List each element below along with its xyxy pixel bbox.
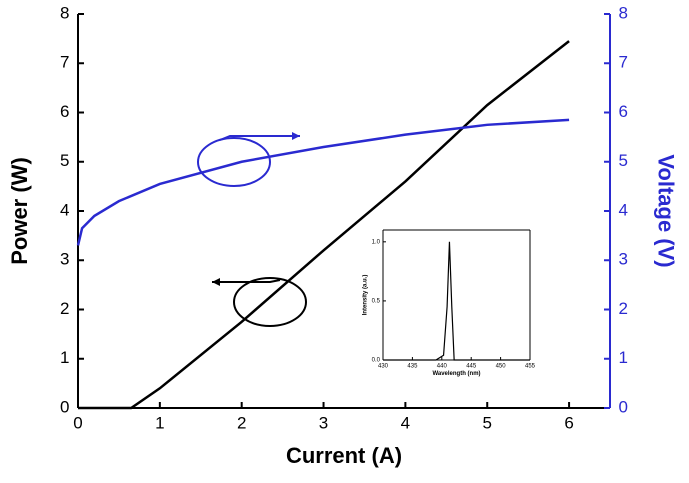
x-tick-label: 5 bbox=[482, 414, 491, 433]
x-tick-label: 440 bbox=[437, 363, 448, 369]
series-line bbox=[383, 241, 530, 361]
y-tick-label: 0 bbox=[60, 397, 69, 416]
voltage-arrow-head bbox=[292, 132, 300, 140]
y-tick-label: 4 bbox=[60, 200, 69, 219]
x-tick-label: 450 bbox=[496, 363, 507, 369]
x-tick-label: 3 bbox=[319, 414, 328, 433]
y-axis-label: Intensity (a.u.) bbox=[363, 275, 369, 316]
x-tick-label: 445 bbox=[466, 363, 477, 369]
x-tick-label: 1 bbox=[155, 414, 164, 433]
annotations bbox=[197, 132, 307, 327]
y-tick-label: 1 bbox=[60, 348, 69, 367]
y2-tick-label: 0 bbox=[619, 397, 628, 416]
y-tick-label: 2 bbox=[60, 299, 69, 318]
x-tick-label: 435 bbox=[407, 363, 418, 369]
y-axis-label: Power (W) bbox=[7, 157, 32, 265]
y-tick-label: 8 bbox=[60, 3, 69, 22]
y2-tick-label: 8 bbox=[619, 3, 628, 22]
x-tick-label: 6 bbox=[564, 414, 573, 433]
y2-tick-label: 1 bbox=[619, 348, 628, 367]
voltage-arrow bbox=[219, 135, 300, 141]
y-tick-label: 7 bbox=[60, 53, 69, 72]
x-tick-label: 4 bbox=[401, 414, 410, 433]
y2-tick-label: 6 bbox=[619, 102, 628, 121]
y2-tick-label: 5 bbox=[619, 151, 628, 170]
y-tick-label: 6 bbox=[60, 102, 69, 121]
x-axis-label: Current (A) bbox=[286, 443, 402, 468]
x-axis-label: Wavelength (nm) bbox=[432, 371, 480, 377]
series-line bbox=[76, 118, 570, 246]
x-tick-label: 430 bbox=[378, 363, 389, 369]
voltage-ellipse bbox=[197, 137, 271, 187]
x-tick-label: 455 bbox=[525, 363, 536, 369]
y-tick-label: 1.0 bbox=[372, 239, 381, 245]
power-arrow bbox=[212, 279, 281, 283]
power-arrow-head bbox=[212, 278, 220, 286]
power-ellipse bbox=[233, 277, 307, 327]
y-tick-label: 0.5 bbox=[372, 298, 381, 304]
y2-axis-label: Voltage (V) bbox=[654, 154, 679, 267]
y2-tick-label: 2 bbox=[619, 299, 628, 318]
x-tick-label: 0 bbox=[73, 414, 82, 433]
y2-tick-label: 3 bbox=[619, 250, 628, 269]
y-tick-label: 3 bbox=[60, 250, 69, 269]
y2-tick-label: 7 bbox=[619, 53, 628, 72]
series-line bbox=[78, 40, 570, 410]
x-tick-label: 2 bbox=[237, 414, 246, 433]
y-tick-label: 0.0 bbox=[372, 358, 381, 364]
y-tick-label: 5 bbox=[60, 151, 69, 170]
y2-tick-label: 4 bbox=[619, 200, 628, 219]
